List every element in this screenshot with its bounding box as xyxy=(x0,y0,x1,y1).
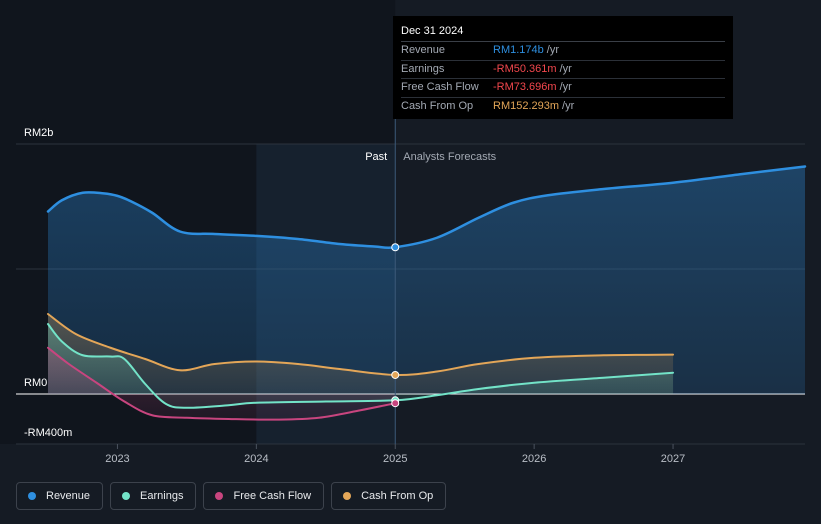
x-tick-label: 2023 xyxy=(105,453,129,465)
legend: Revenue Earnings Free Cash Flow Cash Fro… xyxy=(16,482,447,510)
legend-item-cash-from-op[interactable]: Cash From Op xyxy=(331,482,447,510)
tooltip-unit: /yr xyxy=(559,62,572,75)
tooltip-date: Dec 31 2024 xyxy=(401,24,725,42)
y-tick-label: -RM400m xyxy=(24,427,72,439)
tooltip-row-cash-from-op: Cash From Op RM152.293m /yr xyxy=(401,98,725,116)
tooltip-label: Free Cash Flow xyxy=(401,81,479,93)
tooltip-label: Cash From Op xyxy=(401,99,474,112)
x-tick-label: 2027 xyxy=(661,453,685,465)
area-cash-from-op xyxy=(48,314,674,394)
marker-free-cash-flow xyxy=(391,399,400,408)
legend-label: Cash From Op xyxy=(361,490,434,502)
y-tick-label: RM2b xyxy=(24,127,53,139)
legend-item-free-cash-flow[interactable]: Free Cash Flow xyxy=(203,482,325,510)
past-label: Past xyxy=(365,151,387,163)
forecast-label: Analysts Forecasts xyxy=(403,151,496,163)
tooltip-row-free-cash-flow: Free Cash Flow -RM73.696m /yr xyxy=(401,79,725,98)
area-revenue xyxy=(48,166,805,394)
tooltip-row-earnings: Earnings -RM50.361m /yr xyxy=(401,61,725,79)
tooltip-unit: /yr xyxy=(559,81,572,93)
tooltip-value: -RM73.696m xyxy=(493,81,557,93)
legend-dot-icon xyxy=(343,492,352,500)
tooltip-unit: /yr xyxy=(562,99,575,112)
marker-cash-from-op xyxy=(391,370,400,379)
legend-dot-icon xyxy=(28,492,36,500)
x-tick-label: 2026 xyxy=(522,453,546,465)
legend-dot-icon xyxy=(122,492,131,500)
legend-label: Earnings xyxy=(140,490,184,502)
legend-item-earnings[interactable]: Earnings xyxy=(110,482,197,510)
tooltip-value: -RM50.361m xyxy=(493,62,557,75)
legend-dot-icon xyxy=(215,492,224,500)
line-earnings xyxy=(47,323,675,409)
line-free-cash-flow xyxy=(47,346,397,421)
tooltip-value: RM152.293m xyxy=(493,99,560,112)
tooltip-label: Revenue xyxy=(401,44,446,56)
line-cash-from-op xyxy=(47,313,675,377)
tooltip: Dec 31 2024 Revenue RM1.174b /yr Earning… xyxy=(393,16,733,119)
legend-item-revenue[interactable]: Revenue xyxy=(16,482,104,510)
x-tick-label: 2025 xyxy=(383,453,407,465)
x-tick-label: 2024 xyxy=(244,453,268,465)
tooltip-row-revenue: Revenue RM1.174b /yr xyxy=(401,42,725,61)
tooltip-label: Earnings xyxy=(401,62,445,75)
marker-revenue xyxy=(391,243,400,252)
legend-label: Revenue xyxy=(46,490,91,502)
y-tick-label: RM0 xyxy=(24,377,47,389)
legend-label: Free Cash Flow xyxy=(233,490,312,502)
tooltip-value: RM1.174b xyxy=(493,44,544,56)
area-earnings xyxy=(48,324,674,408)
line-revenue xyxy=(46,165,807,250)
tooltip-unit: /yr xyxy=(546,44,559,56)
